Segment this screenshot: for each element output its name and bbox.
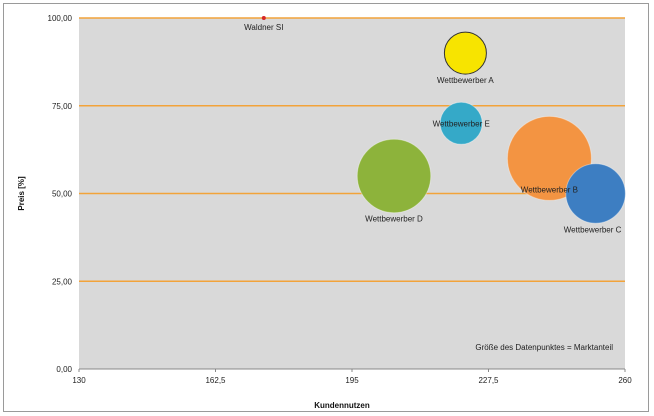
x-axis-title: Kundennutzen <box>314 401 370 410</box>
bubbles <box>261 16 626 224</box>
bubble-label: Wettbewerber A <box>437 76 494 85</box>
bubble <box>443 31 487 75</box>
bubble-label: Waldner SI <box>244 23 283 32</box>
bubble-label: Wettbewerber E <box>433 119 490 128</box>
y-tick-labels: 0,00 25,00 50,00 75,00 100,00 <box>48 14 73 374</box>
y-tick-label: 25,00 <box>52 277 73 286</box>
bubble-label: Wettbewerber C <box>564 225 622 234</box>
bubble <box>565 163 626 224</box>
y-tick-label: 100,00 <box>48 14 73 23</box>
x-tick-labels: 130 162,5 195 227,5 260 <box>72 376 632 385</box>
x-tick-label: 130 <box>72 376 86 385</box>
y-tick-label: 50,00 <box>52 190 73 199</box>
y-axis-title: Preis [%] <box>17 176 26 211</box>
x-tick-label: 162,5 <box>205 376 226 385</box>
bubble-label: Wettbewerber D <box>365 215 423 224</box>
x-tick-label: 195 <box>345 376 359 385</box>
bubble-labels: Waldner SI Wettbewerber A Wettbewerber E We… <box>244 23 621 234</box>
bubble <box>261 16 266 20</box>
size-annotation: Größe des Datenpunktes = Marktanteil <box>475 343 613 352</box>
bubble-label: Wettbewerber B <box>521 185 578 194</box>
x-tick-label: 260 <box>618 376 632 385</box>
y-tick-label: 75,00 <box>52 102 73 111</box>
bubble <box>439 101 483 145</box>
y-tick-label: 0,00 <box>56 365 72 374</box>
bubble <box>356 138 432 214</box>
x-tick-label: 227,5 <box>478 376 499 385</box>
